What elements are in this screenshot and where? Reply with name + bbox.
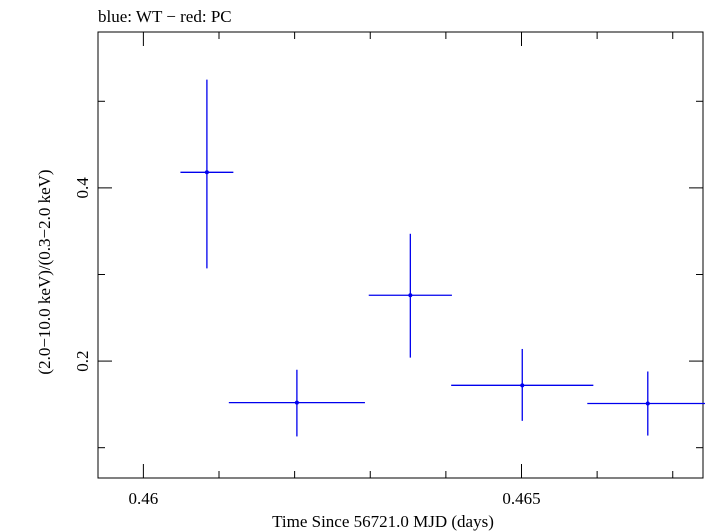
point-marker (408, 293, 413, 298)
point-marker (294, 400, 299, 405)
plot-frame (97, 31, 704, 479)
point-marker (645, 401, 650, 406)
data-point (587, 371, 705, 436)
data-point (228, 369, 365, 437)
x-tick-label: 0.465 (502, 489, 540, 508)
x-axis-label: Time Since 56721.0 MJD (days) (272, 512, 494, 531)
data-point (451, 348, 594, 421)
data-point (368, 233, 452, 358)
point-marker (520, 383, 525, 388)
y-axis-label: (2.0−10.0 keV)/(0.3−2.0 keV) (35, 169, 54, 374)
axis-ticks (98, 32, 703, 478)
data-series-wt (180, 79, 705, 437)
y-tick-label: 0.2 (73, 350, 92, 371)
point-marker (204, 170, 209, 175)
data-point (180, 79, 234, 269)
y-tick-label: 0.4 (73, 177, 92, 199)
x-tick-label: 0.46 (129, 489, 159, 508)
chart-title: blue: WT − red: PC (98, 7, 232, 26)
